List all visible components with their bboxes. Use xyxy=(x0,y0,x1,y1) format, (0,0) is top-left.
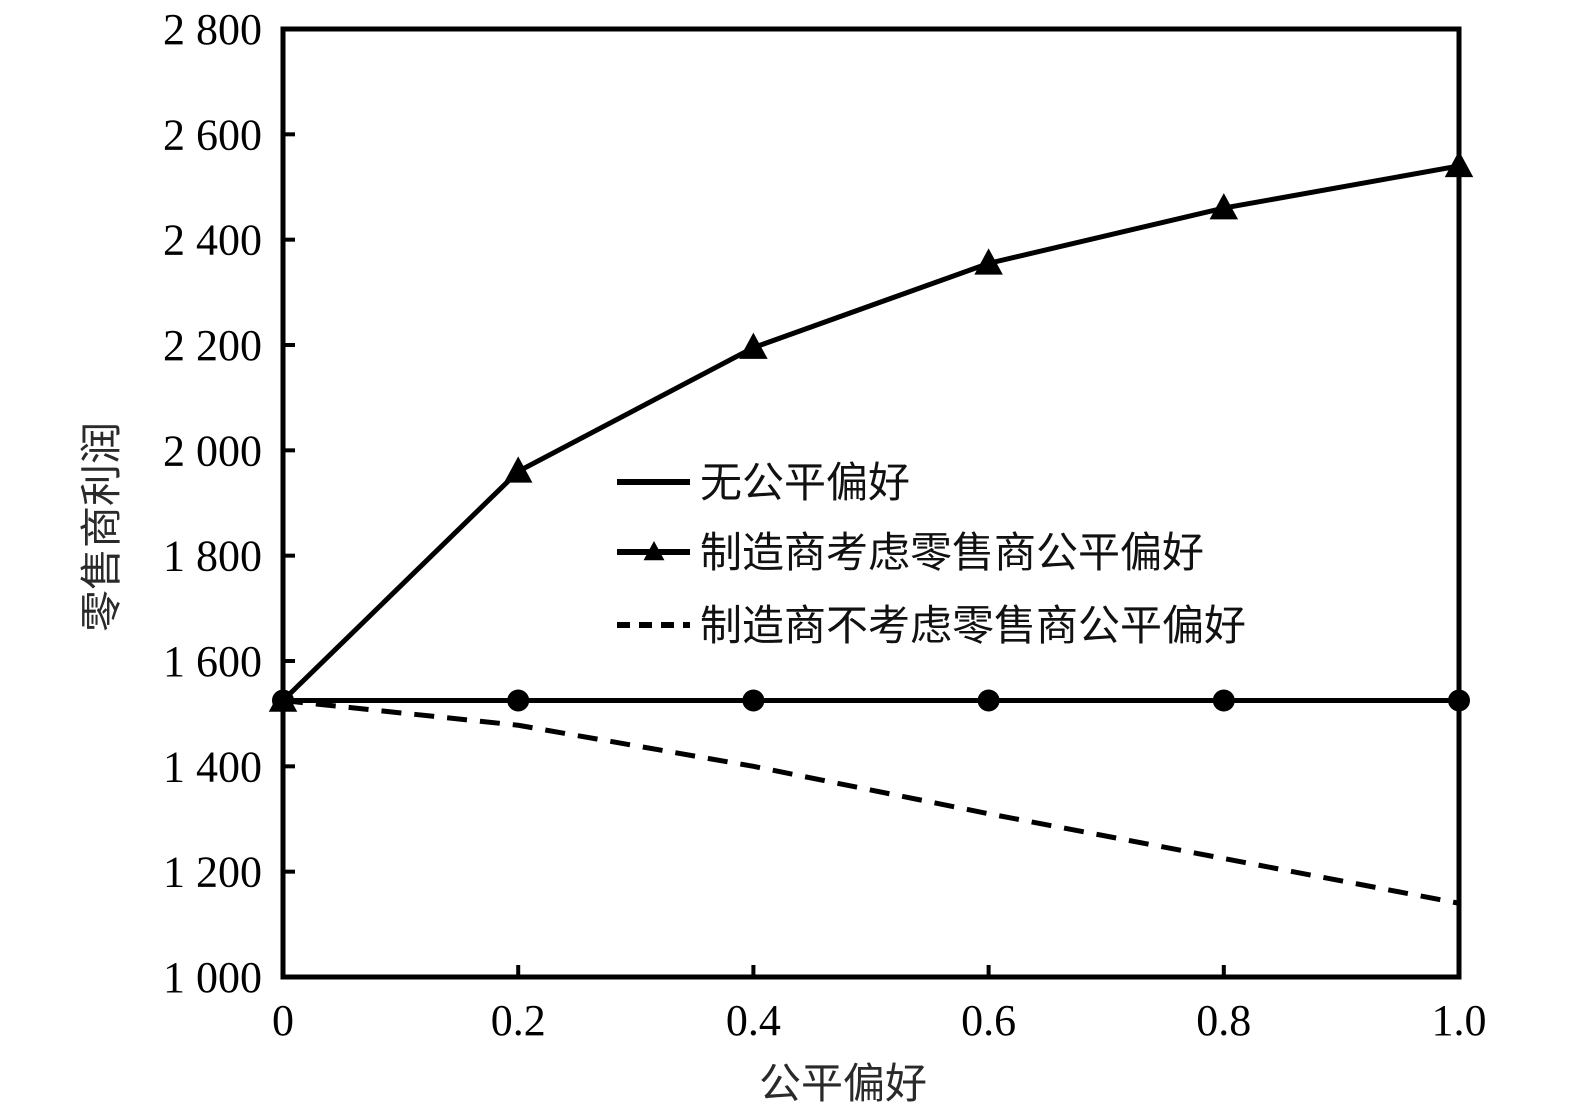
legend-label-2: 制造商考虑零售商公平偏好 xyxy=(700,528,1204,577)
series-1-point xyxy=(1212,689,1235,712)
series-1-point xyxy=(507,689,530,712)
x-tick-label: 0.6 xyxy=(961,996,1016,1045)
y-tick-label: 1 600 xyxy=(163,637,262,686)
x-tick-label: 0.2 xyxy=(491,996,546,1045)
y-tick-label: 1 800 xyxy=(163,532,262,581)
y-axis-title: 零售商利润 xyxy=(77,422,126,632)
series-2-point xyxy=(739,332,768,359)
legend-label-1: 无公平偏好 xyxy=(700,458,910,507)
y-tick-label: 1 200 xyxy=(163,848,262,897)
y-tick-label: 2 000 xyxy=(163,426,262,475)
x-tick-label: 0.8 xyxy=(1196,996,1251,1045)
series-2-point xyxy=(503,456,533,483)
x-tick-label: 1.0 xyxy=(1432,996,1487,1045)
y-tick-label: 2 400 xyxy=(163,216,262,265)
legend-label-3: 制造商不考虑零售商公平偏好 xyxy=(700,601,1246,650)
plot-area xyxy=(268,150,1474,906)
series-2-point xyxy=(1209,193,1239,220)
plot-frame xyxy=(280,26,1462,980)
legend-marker-2 xyxy=(643,541,665,561)
series-line-2 xyxy=(281,163,1460,703)
axes: 1 000 1 200 1 400 1 600 1 800 2 000 2 200 2 400… xyxy=(163,5,1487,1045)
series-2-point xyxy=(974,248,1003,275)
series-1-point xyxy=(742,689,765,712)
x-tick-label: 0 xyxy=(272,996,294,1045)
x-tick-label: 0.4 xyxy=(726,996,781,1045)
y-tick-label: 1 400 xyxy=(163,742,262,791)
y-tick-label: 2 600 xyxy=(163,110,262,159)
y-tick-label: 2 200 xyxy=(163,321,262,370)
series-1-point xyxy=(977,689,1000,712)
x-axis-title: 公平偏好 xyxy=(759,1059,927,1108)
series-line-3 xyxy=(282,698,1460,906)
y-tick-label: 2 800 xyxy=(163,5,262,54)
y-tick-label: 1 000 xyxy=(163,953,262,1002)
